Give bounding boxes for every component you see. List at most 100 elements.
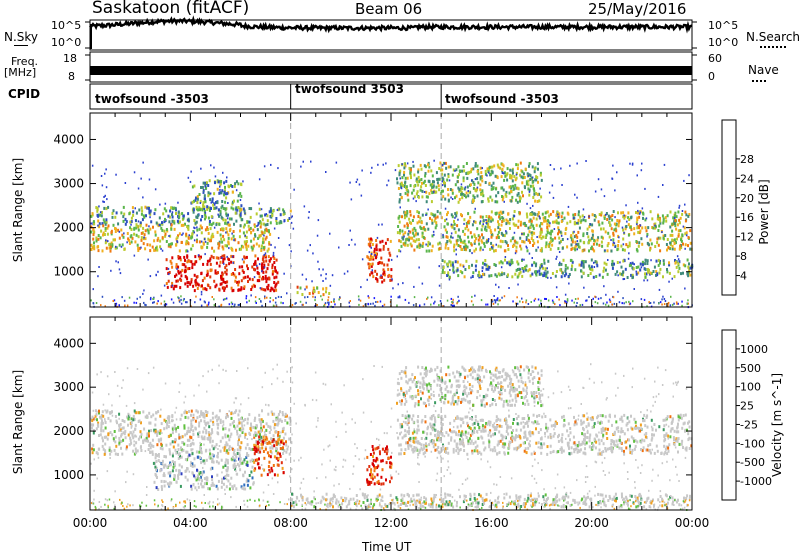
echo-cell bbox=[507, 212, 510, 216]
colorbar-tick-label: 16 bbox=[740, 211, 754, 224]
echo-cell bbox=[231, 255, 234, 258]
echo-cell bbox=[199, 471, 202, 474]
echo-cell bbox=[666, 270, 669, 274]
echo-cell bbox=[102, 414, 105, 418]
echo-cell bbox=[327, 301, 329, 304]
echo-cell bbox=[200, 293, 203, 296]
echo-cell bbox=[169, 461, 172, 465]
echo-cell bbox=[644, 268, 647, 271]
echo-cell bbox=[412, 231, 415, 235]
echo-cell bbox=[580, 442, 583, 446]
y-tick-label: 2000 bbox=[53, 221, 84, 235]
echo-cell bbox=[317, 291, 320, 294]
echo-cell bbox=[404, 176, 407, 180]
echo-cell bbox=[612, 238, 615, 242]
echo-cell bbox=[431, 191, 434, 195]
echo-cell bbox=[417, 238, 420, 242]
echo-cell bbox=[519, 211, 521, 215]
echo-cell bbox=[646, 268, 649, 271]
echo-cell bbox=[410, 176, 412, 180]
echo-cell bbox=[133, 254, 136, 257]
echo-cell bbox=[91, 451, 94, 455]
echo-cell bbox=[664, 451, 667, 454]
echo-cell bbox=[662, 217, 665, 221]
echo-cell bbox=[136, 449, 139, 453]
echo-cell bbox=[650, 438, 653, 442]
echo-cell bbox=[196, 416, 199, 420]
echo-cell bbox=[228, 445, 231, 449]
echo-cell bbox=[445, 235, 448, 239]
echo-cell bbox=[481, 240, 484, 244]
echo-cell bbox=[233, 484, 236, 488]
echo-cell bbox=[110, 241, 113, 245]
echo-cell bbox=[188, 438, 191, 442]
echo-cell bbox=[210, 239, 212, 243]
echo-cell bbox=[623, 302, 625, 305]
echo-cell bbox=[103, 206, 106, 210]
echo-cell bbox=[448, 239, 451, 243]
echo-cell bbox=[570, 267, 573, 271]
echo-cell bbox=[181, 263, 184, 266]
echo-cell bbox=[122, 235, 125, 239]
echo-cell bbox=[129, 438, 132, 442]
echo-cell bbox=[161, 487, 163, 491]
echo-cell bbox=[254, 433, 257, 437]
echo-cell bbox=[259, 214, 262, 218]
echo-cell bbox=[282, 208, 285, 212]
echo-cell bbox=[232, 261, 234, 264]
echo-cell bbox=[246, 463, 249, 467]
echo-cell bbox=[689, 247, 692, 251]
echo-cell bbox=[494, 263, 497, 267]
echo-cell bbox=[536, 176, 539, 179]
echo-cell bbox=[406, 237, 409, 241]
echo-cell bbox=[645, 217, 648, 220]
echo-cell bbox=[281, 411, 284, 414]
echo-cell bbox=[105, 218, 108, 222]
echo-cell bbox=[450, 429, 453, 433]
echo-cell bbox=[607, 214, 610, 218]
echo-cell bbox=[526, 437, 529, 441]
echo-cell bbox=[455, 168, 458, 172]
echo-cell bbox=[242, 245, 245, 249]
echo-cell bbox=[173, 423, 176, 427]
echo-cell bbox=[234, 465, 237, 468]
echo-cell bbox=[460, 183, 463, 186]
echo-cell bbox=[166, 285, 169, 289]
echo-cell bbox=[636, 216, 639, 220]
echo-cell bbox=[211, 428, 213, 432]
echo-cell bbox=[631, 261, 634, 265]
echo-cell bbox=[588, 296, 590, 298]
echo-cell bbox=[487, 240, 490, 242]
echo-cell bbox=[511, 261, 514, 265]
echo-cell bbox=[667, 305, 669, 307]
echo-cell bbox=[225, 213, 228, 217]
echo-cell bbox=[90, 426, 93, 430]
echo-cell bbox=[409, 242, 412, 246]
echo-cell bbox=[461, 187, 464, 191]
echo-cell bbox=[355, 181, 358, 183]
echo-cell bbox=[441, 184, 444, 187]
echo-cell bbox=[379, 240, 382, 244]
echo-cell bbox=[190, 422, 193, 426]
echo-cell bbox=[564, 300, 566, 303]
echo-cell bbox=[233, 184, 236, 188]
echo-cell bbox=[160, 462, 163, 465]
echo-cell bbox=[190, 428, 192, 432]
echo-cell bbox=[185, 242, 188, 246]
echo-cell bbox=[367, 242, 370, 246]
echo-cell bbox=[211, 444, 214, 448]
echo-cell bbox=[538, 199, 541, 203]
echo-cell bbox=[211, 439, 214, 443]
echo-cell bbox=[134, 434, 137, 438]
echo-cell bbox=[541, 212, 544, 216]
echo-cell bbox=[108, 448, 111, 452]
echo-cell bbox=[433, 159, 435, 162]
echo-cell bbox=[253, 284, 256, 288]
echo-cell bbox=[130, 424, 133, 428]
echo-cell bbox=[612, 296, 615, 299]
echo-cell bbox=[475, 247, 477, 251]
echo-cell bbox=[535, 441, 538, 445]
echo-cell bbox=[535, 248, 538, 252]
echo-cell bbox=[399, 182, 402, 186]
echo-cell bbox=[240, 429, 243, 432]
